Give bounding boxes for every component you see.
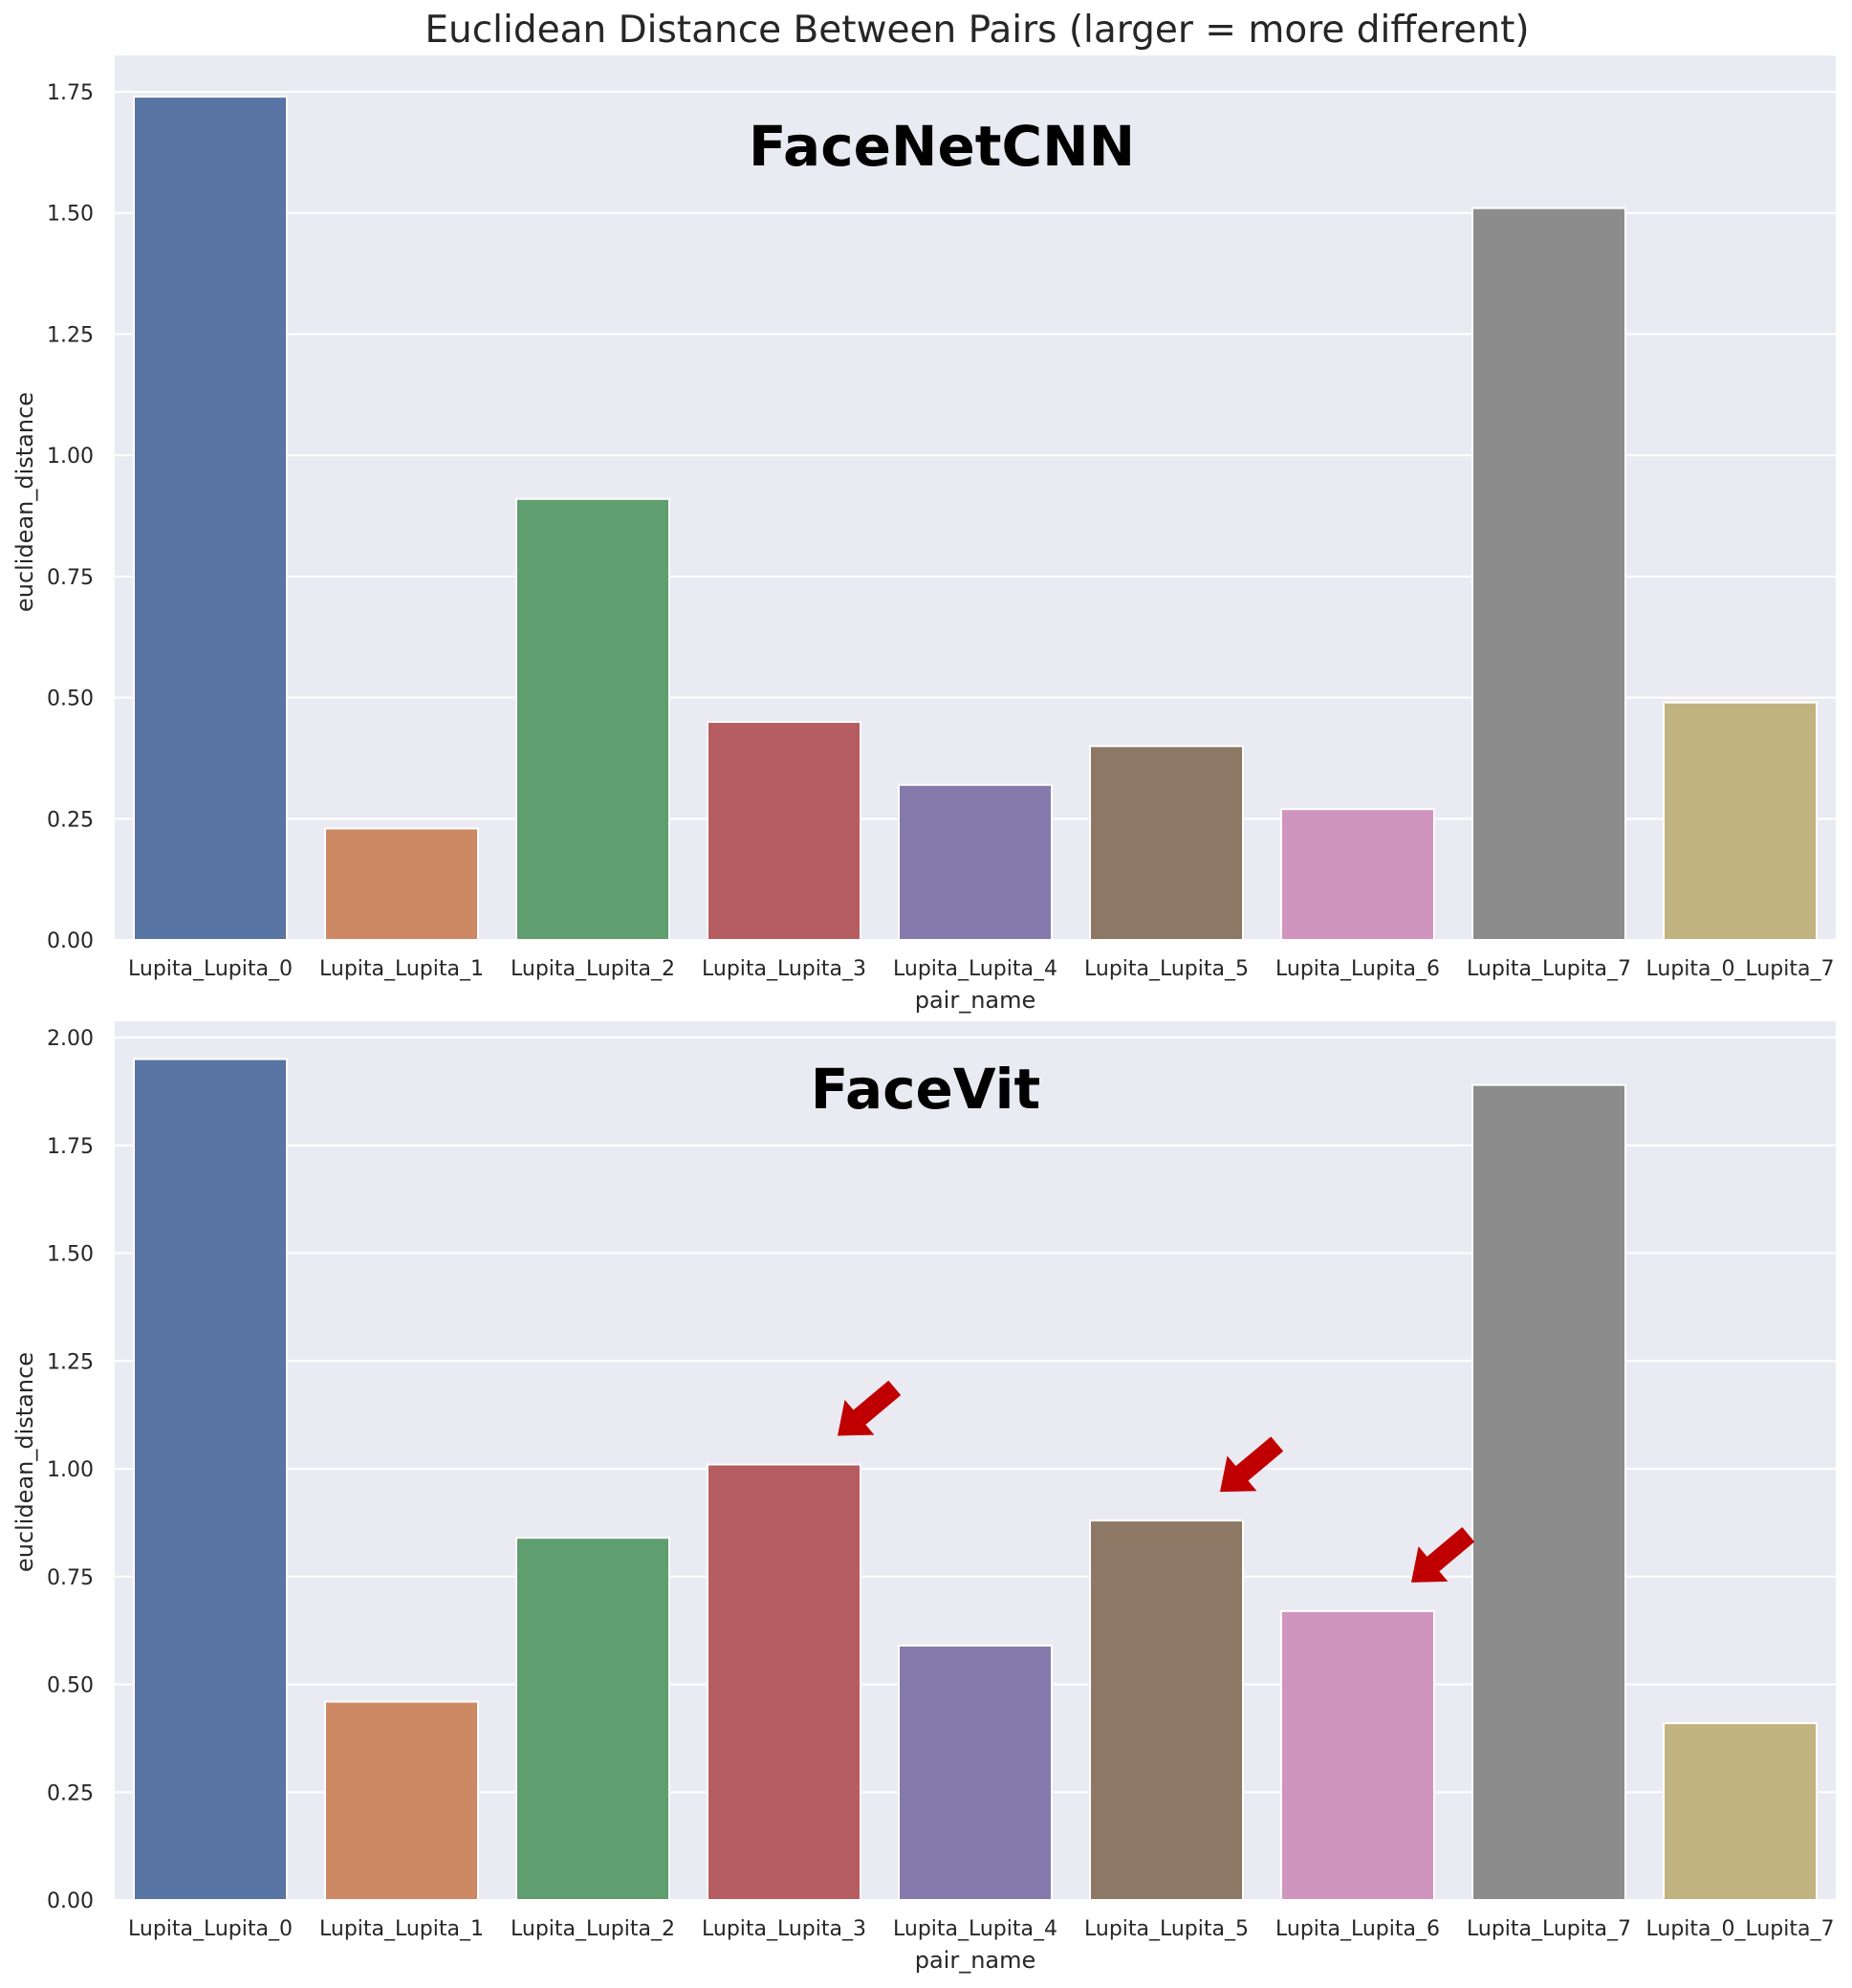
bar-lupita-lupita-7 (1471, 207, 1626, 942)
y-tick-label: 0.00 (47, 929, 94, 953)
y-tick-label: 0.50 (47, 1674, 94, 1698)
y-axis-label: euclidean_distance (11, 392, 38, 612)
y-tick-label: 1.75 (47, 1135, 94, 1159)
y-tick-label: 1.50 (47, 1243, 94, 1267)
figure-title: Euclidean Distance Between Pairs (larger… (425, 9, 1529, 52)
y-tick-label: 0.50 (47, 688, 94, 711)
arrow-shape (838, 1380, 902, 1436)
x-tick-label: Lupita_Lupita_1 (319, 1917, 484, 1941)
bar-lupita-lupita-1 (324, 1700, 479, 1902)
x-tick-label: Lupita_Lupita_5 (1084, 957, 1249, 981)
x-tick-label: Lupita_Lupita_5 (1084, 1917, 1249, 1941)
arrow-shape (1411, 1527, 1475, 1583)
x-tick-label: Lupita_Lupita_2 (511, 1917, 675, 1941)
arrow-shape (1220, 1436, 1284, 1493)
x-tick-label: Lupita_Lupita_4 (893, 1917, 1057, 1941)
y-tick-label: 1.50 (47, 203, 94, 227)
bar-lupita-lupita-5 (1089, 745, 1244, 941)
x-tick-label: Lupita_Lupita_7 (1467, 1917, 1631, 1941)
bar-lupita-lupita-6 (1280, 1609, 1435, 1901)
panel-label: FaceVit (811, 1057, 1041, 1122)
y-tick-label: 0.25 (47, 808, 94, 832)
red-arrow-icon (1220, 1436, 1284, 1493)
y-tick-labels: 0.00 0.25 0.50 0.75 1.00 1.25 1.50 1.75 2.00 (47, 1027, 94, 1913)
y-tick-labels: 0.00 0.25 0.50 0.75 1.00 1.25 1.50 1.75 (47, 81, 94, 953)
annotation-arrows (838, 1380, 1475, 1583)
bar-lupita-0-lupita-7 (1663, 1722, 1818, 1901)
bar-lupita-lupita-5 (1089, 1519, 1244, 1901)
x-tick-label: Lupita_Lupita_1 (319, 957, 484, 981)
bar-lupita-lupita-2 (515, 1537, 670, 1902)
bar-lupita-lupita-7 (1471, 1083, 1626, 1901)
y-tick-label: 1.25 (47, 1350, 94, 1374)
x-tick-label: Lupita_Lupita_0 (128, 1917, 293, 1941)
x-axis-label: pair_name (915, 1947, 1036, 1974)
x-tick-label: Lupita_0_Lupita_7 (1646, 957, 1835, 981)
y-tick-label: 0.25 (47, 1781, 94, 1805)
bar-lupita-lupita-4 (898, 1644, 1053, 1902)
bar-series (133, 1058, 1818, 1902)
x-tick-label: Lupita_Lupita_2 (511, 957, 675, 981)
x-tick-label: Lupita_Lupita_6 (1275, 1917, 1440, 1941)
x-tick-labels: Lupita_Lupita_0 Lupita_Lupita_1 Lupita_Lup… (128, 957, 1835, 981)
x-tick-label: Lupita_Lupita_7 (1467, 957, 1631, 981)
bar-lupita-lupita-0 (133, 96, 288, 942)
x-tick-label: Lupita_Lupita_4 (893, 957, 1057, 981)
y-tick-label: 0.75 (47, 1566, 94, 1590)
x-tick-label: Lupita_Lupita_6 (1275, 957, 1440, 981)
y-tick-label: 0.75 (47, 566, 94, 590)
red-arrow-icon (838, 1380, 902, 1436)
bar-lupita-lupita-3 (707, 1463, 861, 1901)
y-tick-label: 0.00 (47, 1890, 94, 1913)
x-tick-label: Lupita_Lupita_0 (128, 957, 293, 981)
y-tick-label: 1.00 (47, 1458, 94, 1482)
x-tick-label: Lupita_Lupita_3 (702, 957, 866, 981)
bar-series (133, 96, 1818, 942)
bar-lupita-lupita-0 (133, 1058, 288, 1902)
bar-lupita-lupita-6 (1280, 808, 1435, 941)
y-tick-label: 1.25 (47, 323, 94, 347)
x-tick-label: Lupita_Lupita_3 (702, 1917, 866, 1941)
bar-lupita-lupita-3 (707, 720, 861, 942)
x-axis-label: pair_name (915, 987, 1036, 1014)
y-tick-label: 1.75 (47, 81, 94, 105)
facevit-panel: 0.00 0.25 0.50 0.75 1.00 1.25 1.50 1.75 2.00 Lup… (11, 1021, 1836, 1974)
facenetcnn-panel: 0.00 0.25 0.50 0.75 1.00 1.25 1.50 1.75 Lupita_… (11, 55, 1836, 1014)
bar-lupita-lupita-1 (324, 827, 479, 941)
panel-label: FaceNetCNN (749, 114, 1135, 179)
bar-lupita-lupita-4 (898, 783, 1053, 942)
y-tick-label: 2.00 (47, 1027, 94, 1051)
x-tick-label: Lupita_0_Lupita_7 (1646, 1917, 1835, 1941)
x-tick-labels: Lupita_Lupita_0 Lupita_Lupita_1 Lupita_Lup… (128, 1917, 1835, 1941)
bar-lupita-lupita-2 (515, 497, 670, 941)
bar-lupita-0-lupita-7 (1663, 701, 1818, 942)
red-arrow-icon (1411, 1527, 1475, 1583)
y-tick-label: 1.00 (47, 445, 94, 469)
y-axis-label: euclidean_distance (11, 1352, 38, 1572)
